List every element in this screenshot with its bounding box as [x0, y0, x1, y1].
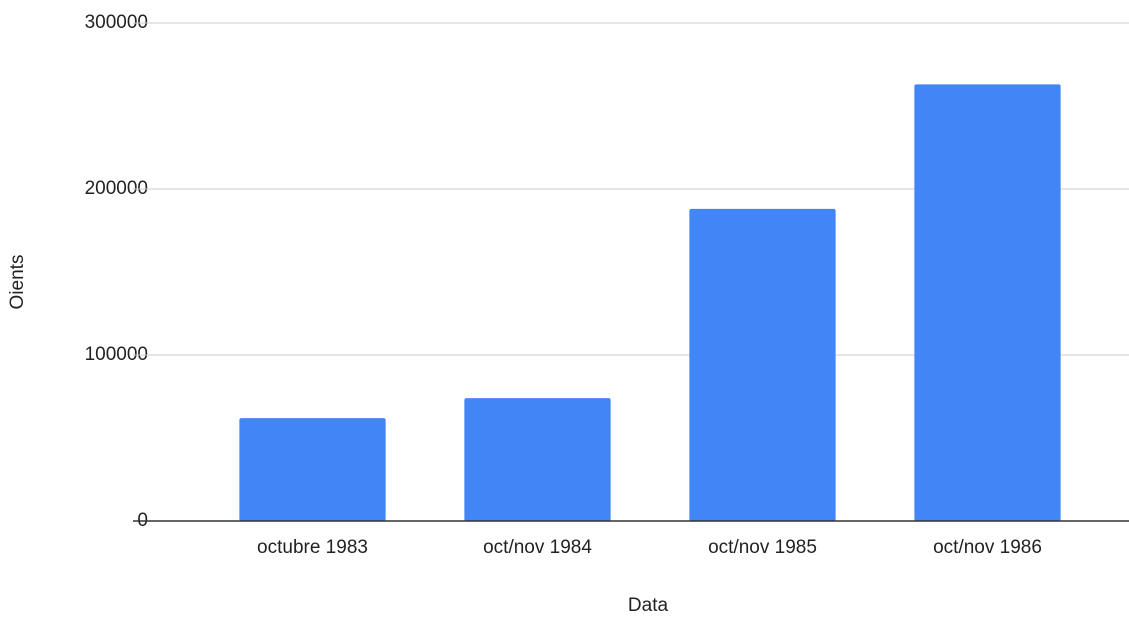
bar — [689, 208, 836, 522]
x-axis-label: Data — [628, 595, 669, 616]
y-axis-label: Oients — [7, 255, 28, 310]
y-tick-label: 300000 — [85, 12, 148, 33]
x-tick-label: oct/nov 1986 — [933, 537, 1042, 558]
bar — [464, 398, 611, 521]
bar — [914, 84, 1061, 522]
y-tick-label: 100000 — [85, 344, 148, 365]
x-tick-label: octubre 1983 — [257, 537, 368, 558]
bar — [239, 418, 386, 521]
x-tick-label: oct/nov 1984 — [483, 537, 592, 558]
x-tick-label: oct/nov 1985 — [708, 537, 817, 558]
y-tick-label: 200000 — [85, 178, 148, 199]
